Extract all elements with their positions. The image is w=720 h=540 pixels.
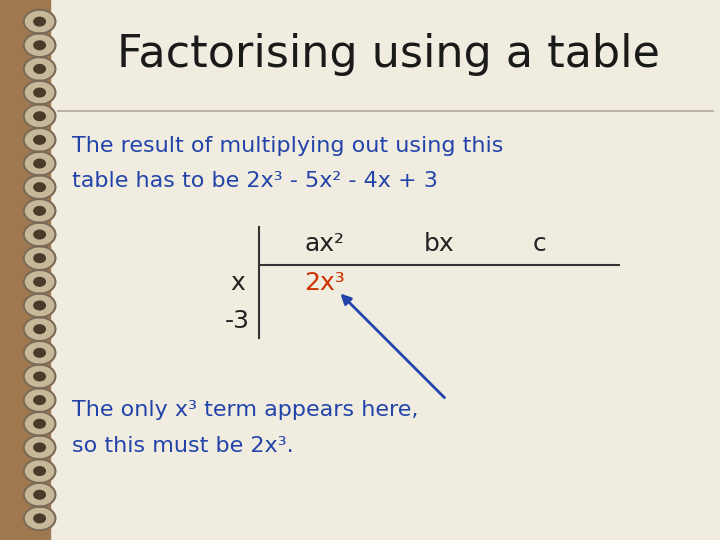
Text: Factorising using a table: Factorising using a table [117, 32, 660, 76]
Circle shape [34, 278, 45, 286]
Circle shape [24, 341, 55, 364]
Circle shape [34, 254, 45, 262]
Circle shape [24, 318, 55, 341]
Circle shape [24, 128, 55, 152]
Circle shape [34, 41, 45, 50]
Circle shape [34, 206, 45, 215]
Circle shape [24, 33, 55, 57]
Text: ax²: ax² [304, 232, 344, 256]
Circle shape [34, 17, 45, 26]
Circle shape [24, 483, 55, 507]
Circle shape [34, 136, 45, 144]
Text: so this must be 2x³.: so this must be 2x³. [72, 435, 294, 456]
Circle shape [34, 467, 45, 475]
Circle shape [34, 65, 45, 73]
Circle shape [24, 459, 55, 483]
Circle shape [24, 176, 55, 199]
Circle shape [34, 372, 45, 381]
Text: c: c [533, 232, 547, 256]
Text: 2x³: 2x³ [304, 272, 344, 295]
Circle shape [34, 230, 45, 239]
Circle shape [34, 490, 45, 499]
Circle shape [34, 420, 45, 428]
Text: table has to be 2x³ - 5x² - 4x + 3: table has to be 2x³ - 5x² - 4x + 3 [72, 171, 438, 191]
Circle shape [24, 57, 55, 81]
Circle shape [24, 199, 55, 222]
Circle shape [34, 443, 45, 452]
Circle shape [24, 507, 55, 530]
Circle shape [24, 364, 55, 388]
Circle shape [24, 388, 55, 412]
Text: bx: bx [424, 232, 454, 256]
Circle shape [34, 183, 45, 192]
Circle shape [24, 104, 55, 128]
Circle shape [24, 222, 55, 246]
Circle shape [24, 246, 55, 270]
Circle shape [24, 270, 55, 294]
Circle shape [34, 301, 45, 310]
Circle shape [24, 152, 55, 176]
Text: x: x [230, 272, 245, 295]
Circle shape [24, 10, 55, 33]
Circle shape [24, 294, 55, 318]
Circle shape [34, 348, 45, 357]
Text: -3: -3 [225, 309, 250, 333]
Circle shape [34, 514, 45, 523]
Text: The only x³ term appears here,: The only x³ term appears here, [72, 400, 418, 421]
Text: The result of multiplying out using this: The result of multiplying out using this [72, 136, 503, 156]
Circle shape [34, 159, 45, 168]
Circle shape [24, 412, 55, 436]
Circle shape [34, 88, 45, 97]
Circle shape [34, 396, 45, 404]
Circle shape [34, 325, 45, 334]
Circle shape [24, 436, 55, 460]
Circle shape [34, 112, 45, 120]
Circle shape [24, 80, 55, 104]
